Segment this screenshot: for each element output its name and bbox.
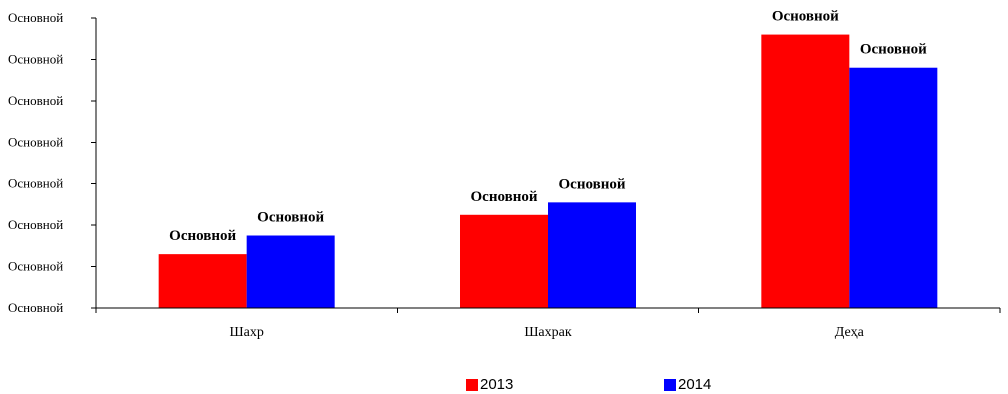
y-tick-label: Основной [8,217,63,232]
x-category-label: Шахр [229,325,263,340]
data-label: Основной [772,9,839,25]
legend-label-2013: 2013 [480,376,514,393]
legend-item-2014: 2014 [664,376,711,393]
legend-swatch-2013 [466,378,478,391]
data-label: Основной [559,176,626,192]
y-tick-label: Основной [8,93,63,108]
bar-2013-1 [460,214,548,308]
bar-2013-2 [761,34,850,308]
y-tick-label: Основной [8,259,63,274]
y-tick-label: Основной [8,300,63,315]
legend: 2013 2014 [0,376,1008,394]
bars [158,34,938,308]
legend-item-2013: 2013 [466,376,513,393]
y-tick-label: Основной [8,51,63,66]
legend-swatch-2014 [664,378,676,391]
y-tick-label: Основной [8,176,63,191]
bar-chart: Основной Основной Основной Основной Основной… [8,9,1001,340]
bar-2013-0 [158,254,247,308]
data-label: Основной [471,189,538,205]
data-label: Основной [257,210,324,226]
data-labels: Основной Основной Основной Основной Основной… [169,9,927,245]
bar-2014-2 [849,67,938,308]
y-tick-label: Основной [8,10,63,25]
x-category-label: Деҳа [835,325,865,340]
data-label: Основной [169,228,236,244]
bar-2014-1 [548,202,636,308]
x-category-label: Шахрак [524,325,572,340]
legend-label-2014: 2014 [678,376,712,393]
x-axis-ticks: Шахр Шахрак Деҳа [95,308,1001,340]
bar-2014-0 [246,235,335,308]
data-label: Основной [860,42,927,58]
y-tick-label: Основной [8,134,63,149]
y-axis-ticks: Основной Основной Основной Основной Основной… [8,10,96,315]
